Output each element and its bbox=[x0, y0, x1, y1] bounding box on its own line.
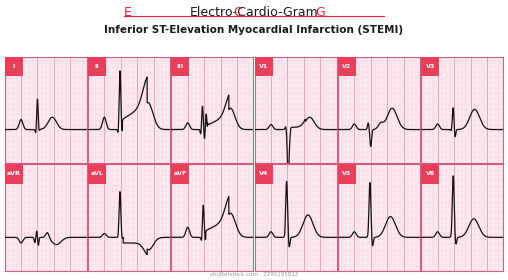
Text: C: C bbox=[234, 6, 242, 18]
Text: G: G bbox=[315, 6, 326, 18]
Text: E: E bbox=[124, 6, 132, 18]
Text: shutterstock.com · 2295195813: shutterstock.com · 2295195813 bbox=[210, 272, 298, 277]
Text: Inferior ST-Elevation Myocardial Infarction (STEMI): Inferior ST-Elevation Myocardial Infarct… bbox=[105, 25, 403, 35]
Text: Electro-Cardio-Gram: Electro-Cardio-Gram bbox=[189, 6, 319, 18]
